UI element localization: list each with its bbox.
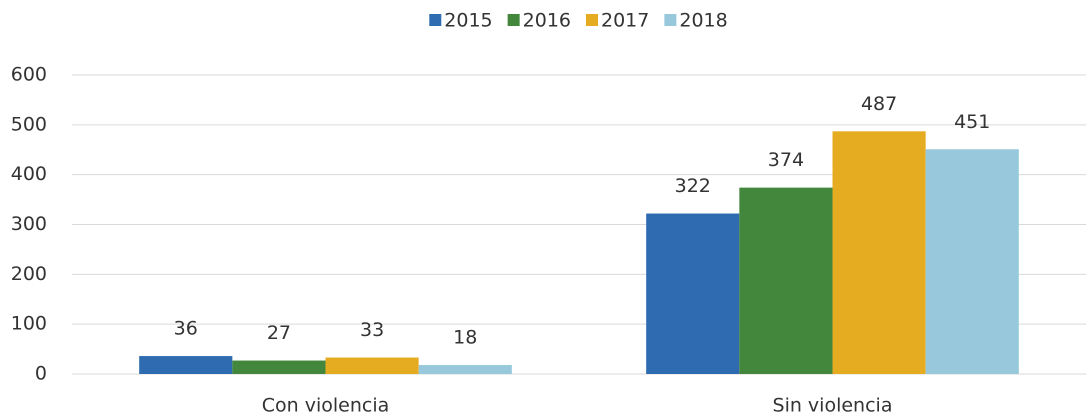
legend-label: 2015	[444, 10, 492, 32]
legend-swatch	[664, 14, 677, 26]
data-label: 27	[267, 322, 291, 344]
bar	[232, 360, 326, 374]
y-tick-label: 500	[11, 113, 47, 135]
bar	[739, 187, 833, 374]
bar	[646, 213, 740, 374]
bar	[325, 357, 419, 374]
bar	[139, 356, 233, 374]
legend-label: 2017	[601, 10, 649, 32]
data-label: 36	[174, 318, 198, 340]
bar	[925, 149, 1019, 374]
x-tick-label: Con violencia	[262, 395, 390, 417]
data-label: 18	[453, 327, 477, 349]
bar	[418, 365, 512, 374]
y-tick-label: 300	[11, 213, 47, 235]
x-tick-label: Sin violencia	[773, 395, 893, 417]
y-tick-label: 0	[35, 363, 47, 385]
data-label: 451	[954, 111, 990, 133]
y-tick-label: 100	[11, 313, 47, 335]
y-tick-label: 200	[11, 263, 47, 285]
legend-swatch	[429, 14, 442, 26]
data-label: 322	[675, 175, 711, 197]
bar	[832, 131, 926, 374]
data-label: 374	[768, 149, 804, 171]
legend-label: 2016	[523, 10, 571, 32]
data-label: 487	[861, 93, 897, 115]
legend-swatch	[586, 14, 598, 26]
legend-swatch	[507, 14, 520, 26]
legend-label: 2018	[679, 10, 727, 32]
data-label: 33	[360, 319, 384, 341]
y-tick-label: 600	[11, 64, 47, 86]
y-tick-label: 400	[11, 163, 47, 185]
